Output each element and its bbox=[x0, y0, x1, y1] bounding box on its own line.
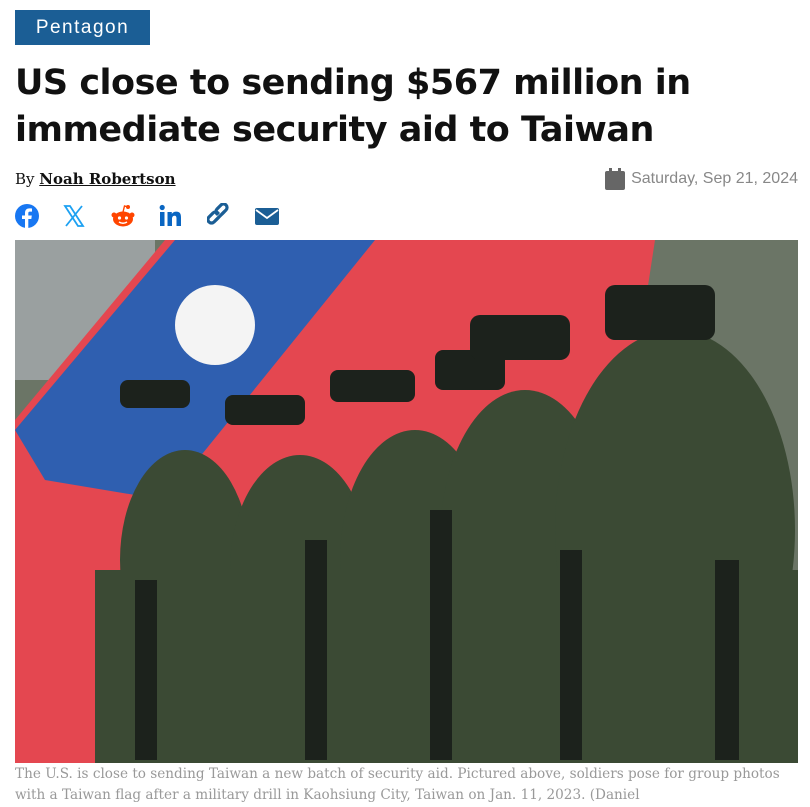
calendar-icon bbox=[605, 168, 626, 190]
section-tag[interactable]: Pentagon bbox=[15, 10, 150, 45]
author-link[interactable]: Noah Robertson bbox=[39, 170, 176, 188]
linkedin-icon bbox=[159, 204, 181, 226]
headline: US close to sending $567 million in imme… bbox=[15, 63, 691, 150]
byline-prefix: By bbox=[15, 170, 35, 188]
facebook-icon bbox=[15, 204, 39, 228]
facebook-share-button[interactable] bbox=[15, 202, 63, 230]
x-share-button[interactable] bbox=[63, 202, 111, 230]
share-bar bbox=[15, 202, 303, 230]
publish-date: Saturday, Sep 21, 2024 bbox=[605, 168, 798, 190]
copy-link-button[interactable] bbox=[207, 202, 255, 230]
email-icon bbox=[255, 208, 279, 225]
reddit-icon bbox=[111, 205, 135, 227]
byline: By Noah Robertson bbox=[15, 170, 176, 188]
image-caption: The U.S. is close to sending Taiwan a ne… bbox=[15, 766, 780, 803]
date-text: Saturday, Sep 21, 2024 bbox=[631, 170, 798, 187]
link-icon bbox=[207, 203, 229, 225]
linkedin-share-button[interactable] bbox=[159, 202, 207, 230]
email-share-button[interactable] bbox=[255, 202, 303, 230]
x-icon bbox=[63, 205, 85, 227]
reddit-share-button[interactable] bbox=[111, 202, 159, 230]
article-image[interactable] bbox=[15, 240, 798, 763]
soldiers-flag-photo bbox=[15, 240, 798, 763]
